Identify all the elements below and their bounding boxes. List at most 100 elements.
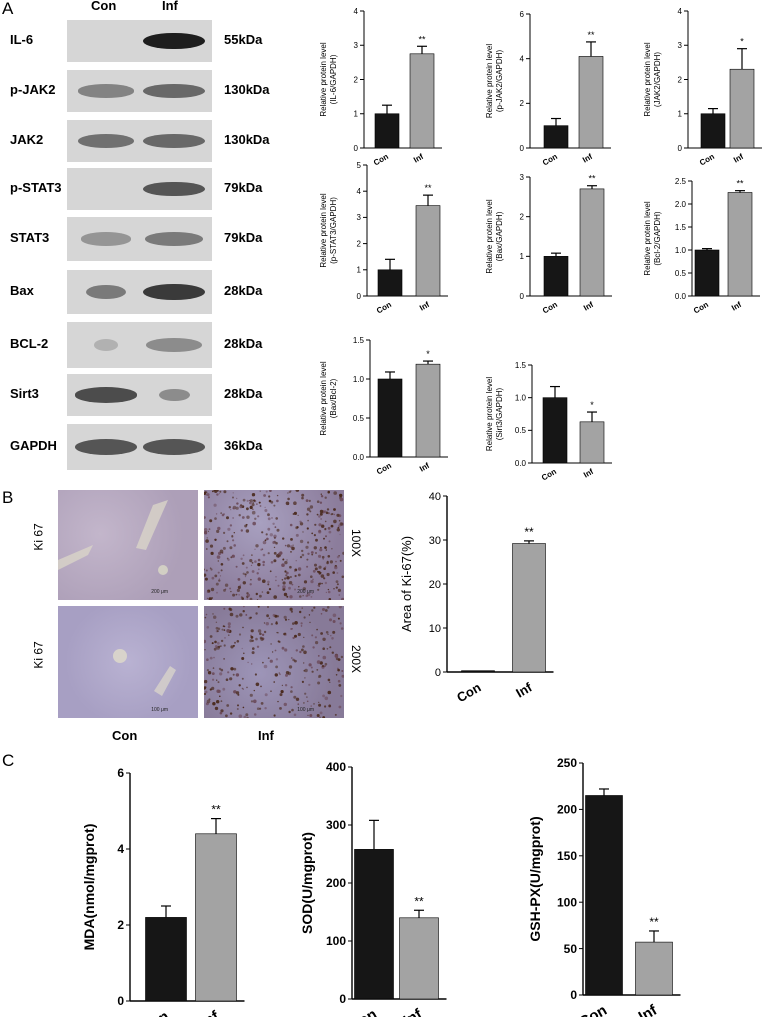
blot-strip-bax	[67, 270, 212, 314]
blot-band-stat3-con	[81, 232, 131, 246]
chart-0-bar-con	[374, 113, 400, 149]
chart-0-ytick-label-4: 4	[354, 7, 359, 16]
chart-0-ylabel-0: Relative protein level	[319, 42, 328, 116]
blot-strip-jak2	[67, 120, 212, 162]
micrograph-con-100x: 200 μm	[58, 490, 198, 600]
chart-6-ytick-label-1: 0.5	[353, 414, 365, 423]
blot-band-bax-con	[85, 284, 127, 300]
chart-11-bar-inf	[635, 941, 673, 996]
blot-band-bax-inf	[143, 283, 205, 301]
micrograph-con-100x-vessels	[58, 500, 168, 575]
chart-4-ytick-label-1: 1	[520, 252, 525, 261]
blot-size-bcl-2: 28kDa	[224, 336, 263, 351]
chart-2-ytick-label-4: 4	[678, 7, 683, 16]
chart-4-significance-1: **	[588, 174, 596, 184]
chart-8-ytick-label-0: 0	[435, 667, 441, 679]
chart-4-ylabel-0: Relative protein level	[485, 199, 494, 273]
blot-band-p-jak2-con	[78, 84, 134, 98]
chart-5-ytick-label-0: 0.0	[675, 292, 687, 301]
chart-6: 0.0 0.5 1.0 1.5 Con * Inf Relative protein leve…	[319, 336, 448, 477]
chart-2-ytick-label-3: 3	[678, 41, 683, 50]
chart-10-ytick-label-4: 400	[326, 760, 346, 774]
chart-8-ytick-label-3: 30	[429, 535, 441, 547]
blot-strip-stat3	[67, 217, 212, 261]
chart-4-category-con: Con	[541, 300, 559, 316]
chart-9-category-con: Con	[138, 1008, 172, 1017]
chart-0-ytick-label-3: 3	[354, 41, 359, 50]
chart-2-category-con: Con	[698, 152, 716, 168]
chart-9-bar-con	[145, 917, 187, 1002]
chart-1-bar-con	[543, 125, 569, 149]
micrograph-col-label-inf: Inf	[258, 728, 274, 743]
chart-10-ytick-label-0: 0	[339, 992, 346, 1006]
chart-9-significance-1: **	[211, 803, 221, 817]
chart-5-ytick-label-1: 0.5	[675, 269, 687, 278]
chart-1-bar-inf	[578, 56, 604, 149]
blot-band-jak2-inf	[143, 133, 205, 149]
chart-2-ytick-label-0: 0	[678, 144, 683, 153]
blot-band-il-6-inf	[143, 32, 205, 50]
blot-strip-p-jak2	[67, 70, 212, 112]
chart-6-significance-1: *	[426, 349, 430, 359]
chart-7-ytick-label-1: 0.5	[515, 426, 527, 435]
chart-3-ytick-label-4: 4	[357, 187, 362, 196]
chart-3-ytick-label-3: 3	[357, 213, 362, 222]
chart-1-ytick-label-3: 6	[520, 10, 525, 19]
chart-3-ylabel-1: (p-STAT3/GAPDH)	[329, 197, 338, 264]
chart-10-bar-inf	[399, 917, 439, 1000]
scale-bar-con-200x: 100 μm	[151, 707, 168, 713]
blot-label-bax: Bax	[10, 283, 34, 298]
chart-5-ylabel-1: (Bcl-2/GAPDH)	[653, 211, 662, 266]
panel-letter-c: C	[2, 751, 15, 770]
chart-4-bar-con	[543, 256, 569, 297]
chart-8-bar-inf	[512, 543, 546, 673]
chart-3-ytick-label-0: 0	[357, 292, 362, 301]
chart-10-ylabel-0: SOD(U/mgprot)	[299, 832, 315, 934]
chart-7-ytick-label-2: 1.0	[515, 393, 527, 402]
blot-label-stat3: STAT3	[10, 230, 50, 245]
chart-5-ytick-label-3: 1.5	[675, 223, 687, 232]
chart-0-category-inf: Inf	[412, 152, 425, 165]
chart-1-ytick-label-0: 0	[520, 144, 525, 153]
blot-size-stat3: 79kDa	[224, 230, 263, 245]
chart-3-category-inf: Inf	[418, 300, 431, 313]
chart-10-ytick-label-2: 200	[326, 876, 346, 890]
chart-10-ytick-label-1: 100	[326, 934, 346, 948]
chart-10-category-inf: Inf	[401, 1005, 426, 1017]
blot-band-gapdh-inf	[143, 439, 205, 455]
chart-2: 0 1 2 3 4 Con * Inf Relative protein level (JAK2/…	[643, 7, 762, 168]
chart-4-bar-inf	[579, 188, 605, 297]
chart-10-ytick-label-3: 300	[326, 818, 346, 832]
chart-10-category-con: Con	[346, 1006, 380, 1017]
chart-2-ylabel-1: (JAK2/GAPDH)	[653, 52, 662, 107]
chart-1-significance-1: **	[587, 30, 595, 40]
chart-9: 0 2 4 6 Con ** Inf MDA(nmol/mgprot)	[81, 766, 245, 1017]
chart-2-ylabel-0: Relative protein level	[643, 42, 652, 116]
chart-7-bar-inf	[579, 421, 605, 464]
blot-band-sirt3-inf	[158, 388, 190, 402]
micrograph-con-200x-vessels	[113, 649, 176, 696]
chart-9-category-inf: Inf	[198, 1007, 223, 1017]
blot-label-jak2: JAK2	[10, 132, 44, 147]
chart-7-category-con: Con	[540, 467, 558, 483]
chart-4-ytick-label-0: 0	[520, 292, 525, 301]
chart-6-ylabel-1: (Bax/Bcl-2)	[329, 378, 338, 418]
chart-11-ytick-label-4: 200	[557, 803, 577, 817]
chart-7-category-inf: Inf	[582, 467, 595, 480]
chart-11-category-inf: Inf	[636, 1001, 661, 1017]
chart-9-ylabel-0: MDA(nmol/mgprot)	[81, 824, 97, 951]
chart-3-category-con: Con	[375, 300, 393, 316]
chart-9-ytick-label-3: 6	[117, 766, 124, 780]
chart-3-ytick-label-1: 1	[357, 266, 362, 275]
chart-7-ytick-label-0: 0.0	[515, 459, 527, 468]
blot-strip-gapdh	[67, 424, 212, 470]
chart-10: 0 100 200 300 400 Con ** Inf SOD(U/mgprot)	[299, 760, 447, 1017]
chart-10-bar-con	[354, 849, 394, 1000]
chart-11-ytick-label-2: 100	[557, 895, 577, 909]
blot-lane-header-inf: Inf	[162, 0, 178, 13]
blot-label-il-6: IL-6	[10, 32, 34, 47]
chart-3-ylabel-0: Relative protein level	[319, 193, 328, 267]
chart-3: 0 1 2 3 4 5 Con ** Inf Relative protein level (p-S…	[319, 161, 448, 316]
chart-4-ytick-label-3: 3	[520, 173, 525, 182]
